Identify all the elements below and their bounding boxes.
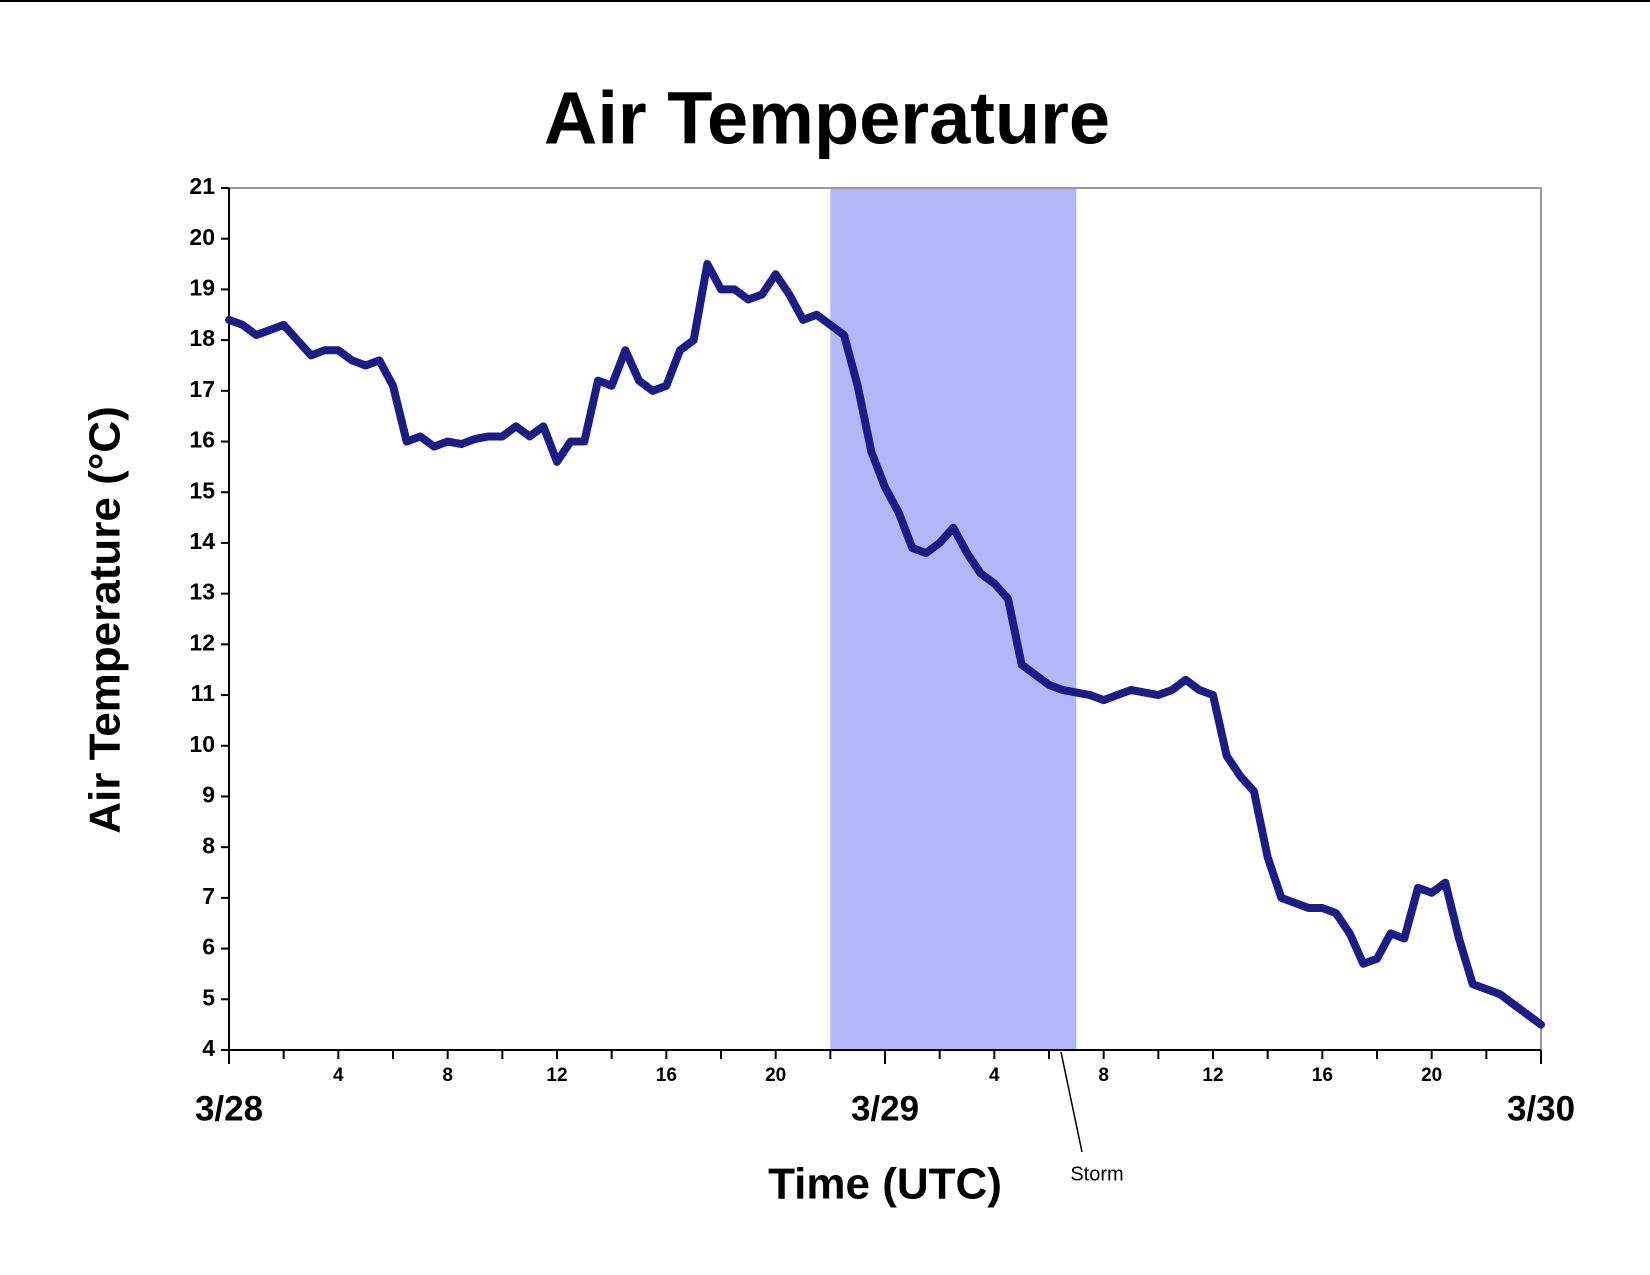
y-tick-label: 15: [189, 477, 215, 503]
x-axis-label: Time (UTC): [768, 1160, 1002, 1209]
x-date-label: 3/30: [1507, 1089, 1575, 1128]
y-tick-label: 9: [202, 782, 215, 808]
x-tick-label: 4: [989, 1065, 1000, 1086]
y-tick-label: 13: [189, 579, 215, 605]
y-tick-label: 20: [189, 224, 215, 250]
x-tick-label: 16: [656, 1065, 677, 1086]
y-tick-label: 14: [189, 528, 215, 554]
y-tick-label: 5: [202, 984, 215, 1010]
x-tick-label: 12: [546, 1065, 567, 1086]
y-axis-label: Air Temperature (°C): [81, 406, 130, 834]
y-tick-label: 10: [189, 731, 215, 757]
chart-title: Air Temperature: [544, 77, 1110, 160]
y-tick-label: 18: [189, 325, 215, 351]
storm-band: [830, 188, 1077, 1050]
x-tick-label: 8: [442, 1065, 453, 1086]
y-tick-label: 17: [189, 376, 215, 402]
storm-label: Storm: [1070, 1163, 1123, 1185]
y-tick-label: 16: [189, 427, 215, 453]
y-tick-label: 6: [202, 934, 215, 960]
y-tick-label: 7: [202, 883, 215, 909]
x-tick-label: 12: [1202, 1065, 1223, 1086]
x-tick-label: 4: [333, 1065, 344, 1086]
x-date-label: 3/28: [195, 1089, 263, 1128]
x-date-label: 3/29: [851, 1089, 919, 1128]
y-tick-label: 4: [202, 1035, 215, 1061]
x-tick-label: 8: [1098, 1065, 1109, 1086]
y-tick-label: 8: [202, 832, 215, 858]
temperature-line: [225, 260, 1545, 1029]
x-tick-label: 20: [765, 1065, 786, 1086]
storm-leader: [1060, 1051, 1083, 1153]
x-tick-label: 16: [1312, 1065, 1333, 1086]
y-tick-label: 19: [189, 274, 215, 300]
y-tick-label: 12: [189, 629, 215, 655]
y-tick-label: 21: [189, 173, 215, 199]
x-tick-label: 20: [1421, 1065, 1442, 1086]
y-tick-label: 11: [191, 680, 216, 706]
